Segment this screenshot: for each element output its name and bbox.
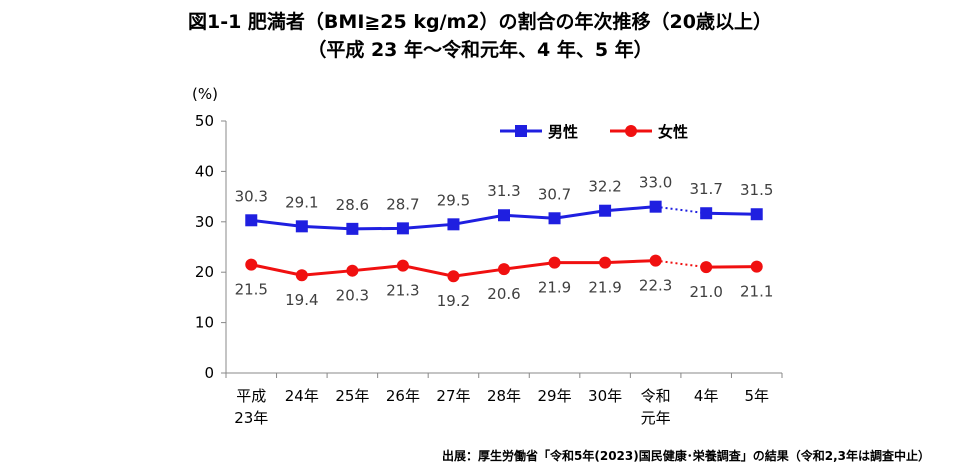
x-tick-label: 元年	[641, 409, 671, 427]
series-gap-dotted-line	[655, 259, 707, 269]
data-point-circle	[396, 259, 409, 272]
data-point-circle	[245, 258, 258, 271]
data-point-circle	[649, 254, 662, 267]
series-line-square	[706, 211, 757, 216]
data-point-circle	[447, 270, 460, 283]
data-label: 21.5	[235, 281, 268, 299]
x-tick-label: 4年	[694, 387, 719, 405]
source-note: 出展：厚生労働省「令和5年(2023)国民健康･栄養調査」の結果（令和2,3年は…	[442, 449, 930, 463]
data-label: 19.2	[437, 292, 470, 310]
legend-marker-square	[515, 125, 527, 137]
data-point-circle	[599, 256, 612, 269]
data-label: 29.1	[285, 193, 318, 211]
data-label: 28.7	[386, 195, 419, 213]
legend-label: 男性	[548, 123, 578, 141]
data-point-circle	[700, 261, 713, 274]
y-tick-label: 20	[195, 263, 214, 281]
data-point-circle	[295, 269, 308, 282]
data-point-circle	[750, 260, 763, 273]
data-point-square	[346, 222, 359, 235]
x-tick-label: 平成	[236, 387, 266, 405]
x-tick-label: 25年	[335, 387, 369, 405]
data-label: 29.5	[437, 191, 470, 209]
series-line-circle	[706, 265, 757, 269]
x-tick-label: 24年	[285, 387, 319, 405]
series-gap-dotted-line	[655, 205, 707, 215]
data-point-square	[245, 214, 258, 227]
x-tick-label: 29年	[537, 387, 571, 405]
legend-label: 女性	[658, 123, 688, 141]
data-label: 28.6	[336, 196, 369, 214]
y-tick-label: 0	[204, 364, 214, 382]
legend-marker-circle	[625, 125, 637, 137]
data-label: 31.7	[689, 180, 722, 198]
data-label: 21.3	[386, 282, 419, 300]
x-tick-label: 30年	[588, 387, 622, 405]
x-tick-label: 27年	[436, 387, 470, 405]
data-point-circle	[548, 256, 561, 269]
data-label: 20.3	[336, 287, 369, 305]
data-label: 19.4	[285, 291, 318, 309]
x-tick-label: 5年	[744, 387, 769, 405]
data-point-square	[548, 212, 561, 225]
data-point-square	[396, 222, 409, 235]
data-label: 31.5	[740, 181, 773, 199]
data-label: 21.0	[689, 283, 722, 301]
data-label: 30.7	[538, 185, 571, 203]
data-label: 22.3	[639, 277, 672, 295]
chart-title: 図1-1 肥満者（BMI≧25 kg/m2）の割合の年次推移（20歳以上）	[187, 11, 772, 33]
y-axis-unit: (%)	[192, 85, 218, 103]
data-point-circle	[498, 263, 510, 276]
x-tick-label: 28年	[487, 387, 521, 405]
data-point-square	[750, 208, 763, 221]
data-label: 32.2	[588, 178, 621, 196]
data-point-circle	[346, 264, 359, 277]
data-point-square	[498, 209, 510, 222]
y-tick-label: 10	[195, 314, 214, 332]
data-point-square	[599, 204, 612, 217]
data-label: 33.0	[639, 174, 672, 192]
y-tick-label: 40	[195, 162, 214, 180]
y-tick-label: 30	[195, 213, 214, 231]
data-point-square	[700, 207, 713, 220]
data-point-square	[649, 200, 662, 213]
x-tick-label: 26年	[386, 387, 420, 405]
x-tick-label: 令和	[641, 387, 671, 405]
data-label: 21.9	[538, 279, 571, 297]
data-label: 30.3	[235, 187, 268, 205]
data-label: 20.6	[487, 285, 520, 303]
data-point-square	[295, 220, 308, 233]
x-tick-label: 23年	[234, 409, 268, 427]
chart-subtitle: （平成 23 年〜令和元年、4 年、5 年）	[307, 39, 653, 61]
y-tick-label: 50	[195, 112, 214, 130]
data-label: 31.3	[487, 182, 520, 200]
data-point-square	[447, 218, 460, 231]
data-label: 21.1	[740, 283, 773, 301]
data-label: 21.9	[588, 279, 621, 297]
